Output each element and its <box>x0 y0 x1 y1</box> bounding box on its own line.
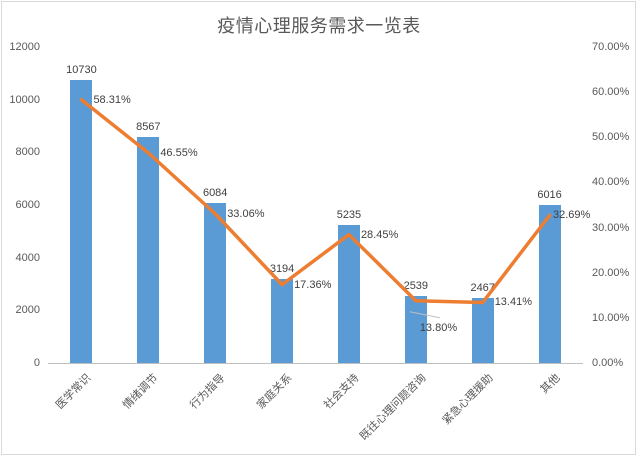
line-value-label: 13.41% <box>494 296 532 309</box>
x-axis-label: 家庭关系 <box>254 372 295 412</box>
x-axis-label: 情绪调节 <box>121 372 161 412</box>
bar-value-label: 2539 <box>403 280 429 293</box>
left-axis-tick: 10000 <box>9 93 40 106</box>
x-axis-label: 社会支持 <box>321 372 362 412</box>
left-axis-tick: 12000 <box>9 41 40 53</box>
left-axis-tick: 6000 <box>15 199 40 211</box>
chart-title: 疫情心理服务需求一览表 <box>217 16 421 36</box>
x-axis-label: 医学常识 <box>54 372 94 412</box>
right-axis-tick: 0.00% <box>592 357 624 369</box>
bar <box>137 137 160 363</box>
bar <box>70 80 93 363</box>
line-value-label: 58.31% <box>93 93 131 106</box>
right-axis-tick: 50.00% <box>592 131 630 144</box>
x-axis-line <box>48 363 583 364</box>
x-axis-label: 其他 <box>538 372 563 397</box>
bar-value-label: 2467 <box>470 282 495 295</box>
line-value-label: 46.55% <box>160 146 198 159</box>
line-value-label: 28.45% <box>360 228 399 241</box>
bar-value-label: 6016 <box>537 188 562 201</box>
bar <box>471 298 494 363</box>
bar <box>538 204 561 363</box>
line-value-label: 33.06% <box>227 207 265 220</box>
bar-value-label: 6084 <box>202 186 228 199</box>
left-axis-tick: 0 <box>33 357 40 369</box>
left-axis-tick: 2000 <box>15 304 40 317</box>
bar-value-label: 5235 <box>336 209 362 222</box>
bar-value-label: 10730 <box>66 64 97 77</box>
left-axis-tick: 8000 <box>15 146 40 159</box>
bar <box>271 278 294 363</box>
x-axis-label: 行为指导 <box>188 372 228 412</box>
line-value-label: 13.80% <box>419 321 458 334</box>
right-axis-tick: 30.00% <box>592 221 630 234</box>
right-axis-tick: 60.00% <box>592 86 630 99</box>
left-axis-tick: 4000 <box>15 251 40 264</box>
bar <box>337 225 360 363</box>
right-axis-tick: 20.00% <box>592 266 630 279</box>
bar-value-label: 8567 <box>136 121 161 134</box>
right-axis-tick: 70.00% <box>592 41 630 53</box>
right-axis-tick: 40.00% <box>592 176 630 189</box>
line-value-label: 17.36% <box>294 278 332 291</box>
right-axis-tick: 10.00% <box>592 311 630 324</box>
x-axis-label: 紧急心理援助 <box>440 372 496 428</box>
bar <box>204 202 227 363</box>
line-value-label: 32.69% <box>553 209 591 222</box>
x-axis-label: 既往心理问题咨询 <box>357 372 429 443</box>
bar-value-label: 3194 <box>269 262 295 275</box>
